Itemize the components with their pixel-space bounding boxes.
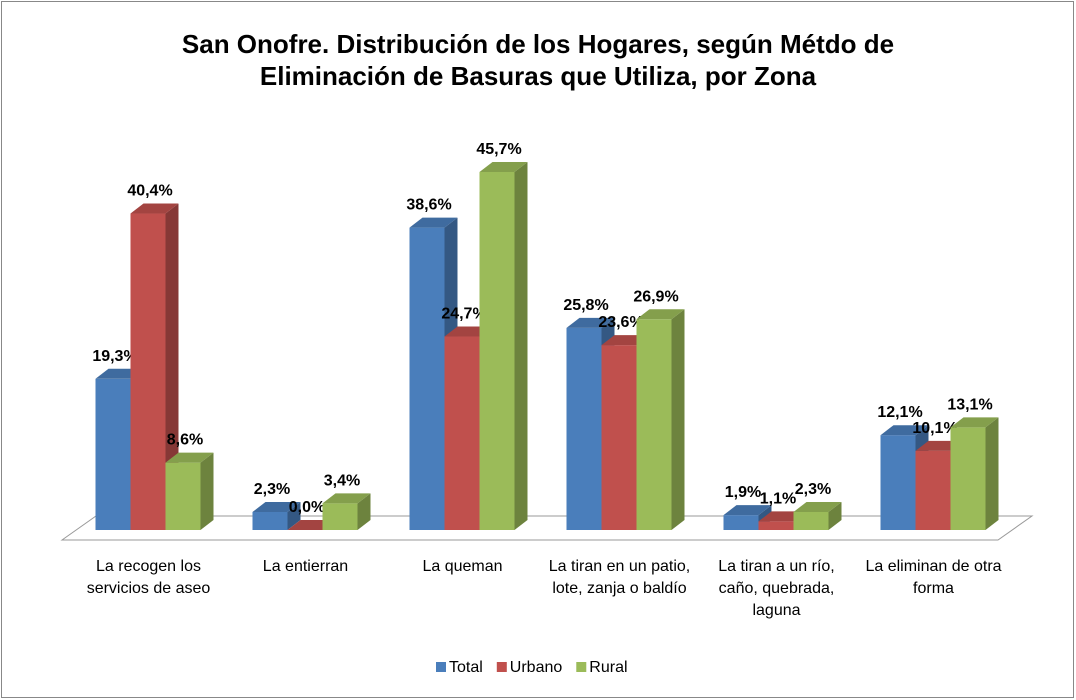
legend-marker [496, 662, 507, 672]
value-label: 3,4% [324, 472, 360, 489]
legend-marker [576, 662, 587, 672]
bar [252, 511, 288, 530]
value-label: 1,9% [725, 484, 761, 501]
bar-top [165, 452, 214, 463]
bar [566, 327, 602, 530]
bar-top [636, 309, 685, 320]
bar-side [287, 501, 301, 530]
value-label: 24,7% [441, 306, 486, 323]
bar-top [793, 501, 842, 512]
legend-label: Total [449, 659, 483, 676]
value-label: 2,3% [795, 481, 831, 498]
bar-side [671, 309, 685, 530]
value-label: 40,4% [127, 183, 172, 200]
bar-top [723, 505, 772, 516]
bar-top [252, 501, 301, 512]
legend-label: Urbano [510, 659, 563, 676]
value-label: 45,7% [476, 141, 521, 158]
bar [322, 503, 358, 530]
legend-label: Rural [589, 659, 627, 676]
bar-top [322, 493, 371, 504]
x-tick-label: La eliminan de otra forma [865, 558, 1002, 597]
bar-side [514, 162, 528, 530]
value-label: 23,6% [598, 314, 643, 331]
bar-top [479, 162, 528, 172]
bar [880, 435, 916, 530]
value-label: 26,9% [633, 288, 678, 305]
bar [950, 427, 986, 530]
bar-top [950, 417, 999, 428]
value-label: 25,8% [563, 297, 608, 314]
value-label: 0,0% [289, 499, 325, 516]
legend-marker [436, 662, 446, 672]
x-tick-label: La tiran en un patio, lote, zanja o bald… [548, 558, 691, 597]
bar [601, 345, 637, 530]
value-label: 12,1% [877, 404, 922, 421]
bar [409, 227, 445, 530]
bar [165, 462, 201, 530]
value-label: 38,6% [406, 197, 451, 214]
value-label: 10,1% [912, 420, 957, 437]
bar [444, 336, 480, 530]
value-label: 1,1% [760, 490, 796, 507]
bar [723, 515, 759, 530]
value-label: 8,6% [167, 432, 203, 449]
bar-side [828, 501, 842, 530]
value-label: 13,1% [947, 396, 992, 413]
bar-top [880, 425, 929, 436]
x-tick-label: La entierran [262, 558, 349, 575]
x-tick-label: La queman [422, 558, 503, 575]
bar-top [566, 317, 615, 328]
bar-side [165, 203, 179, 530]
bar [95, 378, 131, 530]
value-label: 2,3% [254, 481, 290, 498]
bar-top [130, 203, 179, 214]
bar [793, 511, 829, 530]
bar [130, 213, 166, 530]
bar [636, 319, 672, 530]
x-tick-label: La recogen los servicios de aseo [86, 558, 211, 597]
bar [915, 450, 951, 530]
bar-side [985, 417, 999, 530]
bar-top [409, 217, 458, 228]
bar [479, 172, 515, 530]
chart-title: San Onofre. Distribución de los Hogares,… [181, 29, 895, 91]
bar-side [357, 493, 371, 530]
bar-side [200, 452, 214, 530]
bar [758, 521, 794, 530]
value-label: 19,3% [92, 348, 137, 365]
x-tick-label: La tiran a un río, caño, quebrada, lagun… [718, 558, 835, 619]
